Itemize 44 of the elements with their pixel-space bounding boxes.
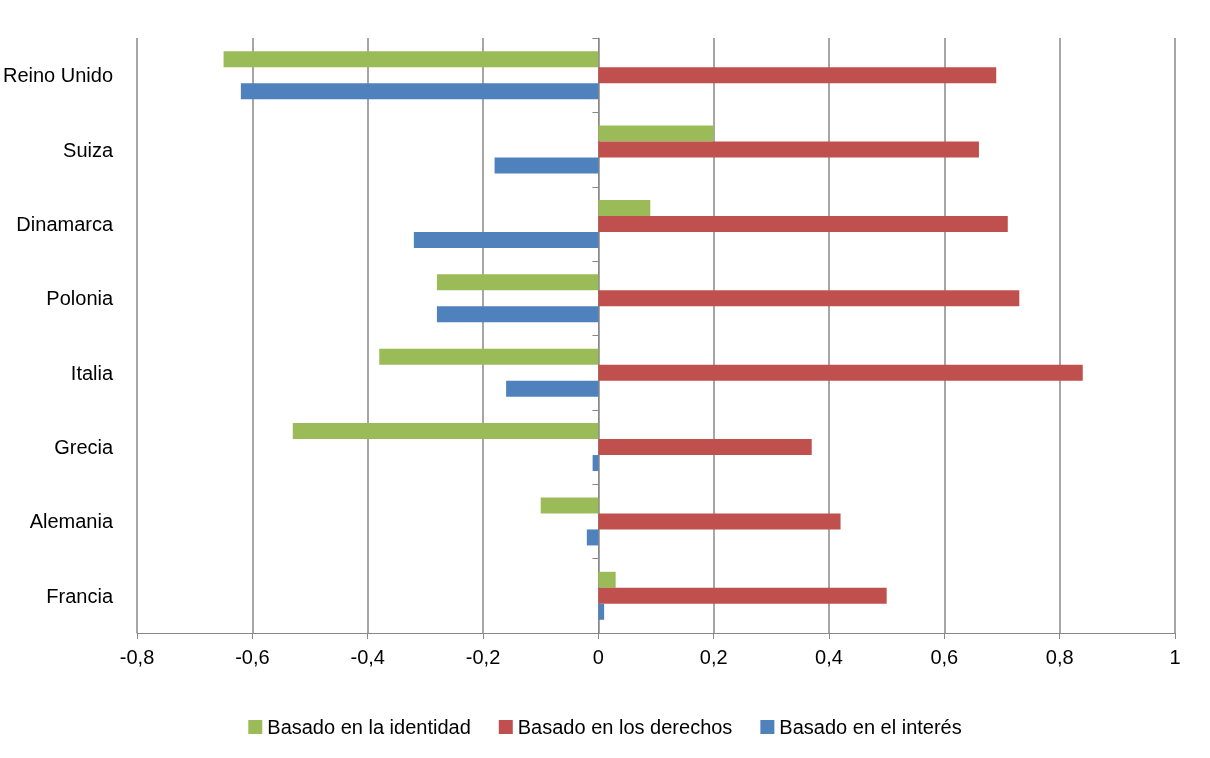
bar	[586, 529, 599, 546]
x-tick-label: -0,6	[235, 646, 270, 668]
bar	[598, 439, 812, 456]
y-tick-label: Dinamarca	[16, 212, 114, 235]
bar	[598, 603, 605, 620]
y-tick-label: Polonia	[46, 287, 114, 310]
y-tick-label: Francia	[46, 584, 114, 607]
x-tick-label: 0	[592, 646, 604, 668]
legend-label: Basado en la identidad	[267, 716, 471, 738]
x-tick-label: 1	[1169, 646, 1181, 668]
x-tick-label: 0,4	[815, 646, 843, 668]
x-tick-label: -0,4	[350, 646, 385, 668]
bar	[506, 380, 599, 397]
bar	[379, 348, 599, 365]
y-tick-label: Alemania	[29, 510, 114, 533]
x-tick-label: 0,8	[1045, 646, 1074, 668]
bar	[292, 423, 599, 440]
y-tick-label: Reino Unido	[2, 64, 114, 87]
bar	[436, 306, 599, 323]
legend-label: Basado en el interés	[779, 716, 962, 738]
bar	[598, 290, 1020, 307]
bar	[413, 231, 599, 248]
y-tick-label: Italia	[70, 361, 114, 384]
bar	[598, 513, 841, 530]
x-tick-label: -0,8	[119, 646, 155, 668]
legend-label: Basado en los derechos	[517, 716, 733, 738]
bar	[540, 497, 599, 514]
y-tick-label: Suiza	[63, 138, 114, 161]
x-tick-label: 0,2	[699, 646, 728, 668]
bar	[598, 199, 651, 216]
bar	[598, 587, 887, 604]
bar	[598, 125, 714, 142]
bar	[598, 141, 979, 158]
bar	[598, 67, 997, 84]
x-tick-label: 0,6	[930, 646, 959, 668]
bar	[223, 51, 599, 68]
bar	[598, 571, 616, 588]
bar	[598, 215, 1008, 232]
bar	[436, 274, 599, 291]
y-tick-label: Grecia	[54, 436, 114, 459]
x-tick-label: -0,2	[465, 646, 501, 668]
bar	[598, 364, 1083, 381]
bar	[240, 83, 599, 100]
bar	[494, 157, 599, 174]
